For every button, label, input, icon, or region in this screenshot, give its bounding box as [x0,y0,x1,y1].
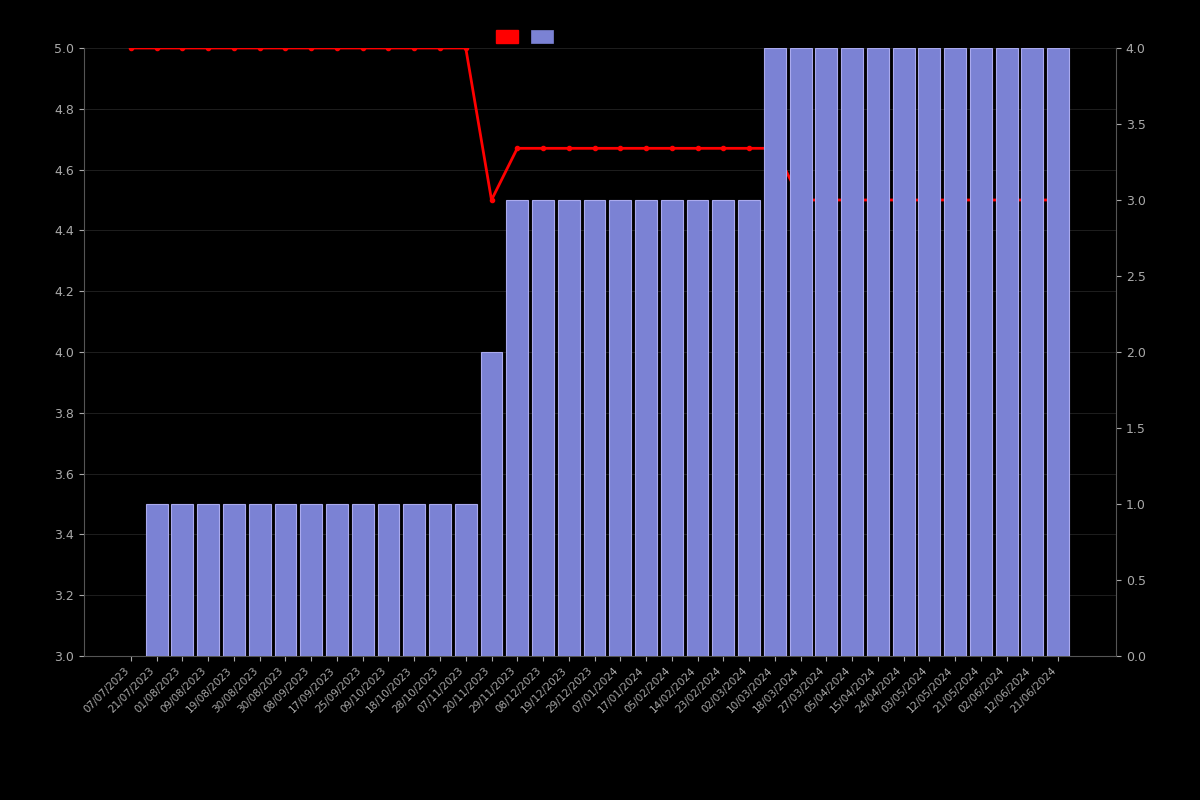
Bar [996,48,1018,656]
Bar [686,200,708,656]
Bar [223,504,245,656]
Bar [918,48,941,656]
Bar [352,504,373,656]
Bar [532,200,554,656]
Bar [403,504,425,656]
Bar [145,504,168,656]
Bar [661,200,683,656]
Bar [1048,48,1069,656]
Bar [1021,48,1043,656]
Bar [378,504,400,656]
Bar [430,504,451,656]
Bar [480,352,503,656]
Bar [841,48,863,656]
Bar [300,504,322,656]
Bar [326,504,348,656]
Bar [866,48,889,656]
Legend: , : , [496,30,559,43]
Bar [583,200,606,656]
Bar [738,200,760,656]
Bar [172,504,193,656]
Bar [248,504,271,656]
Bar [970,48,992,656]
Bar [790,48,811,656]
Bar [506,200,528,656]
Bar [815,48,838,656]
Bar [764,48,786,656]
Bar [635,200,656,656]
Bar [893,48,914,656]
Bar [275,504,296,656]
Bar [713,200,734,656]
Bar [610,200,631,656]
Bar [944,48,966,656]
Bar [455,504,476,656]
Bar [558,200,580,656]
Bar [197,504,220,656]
